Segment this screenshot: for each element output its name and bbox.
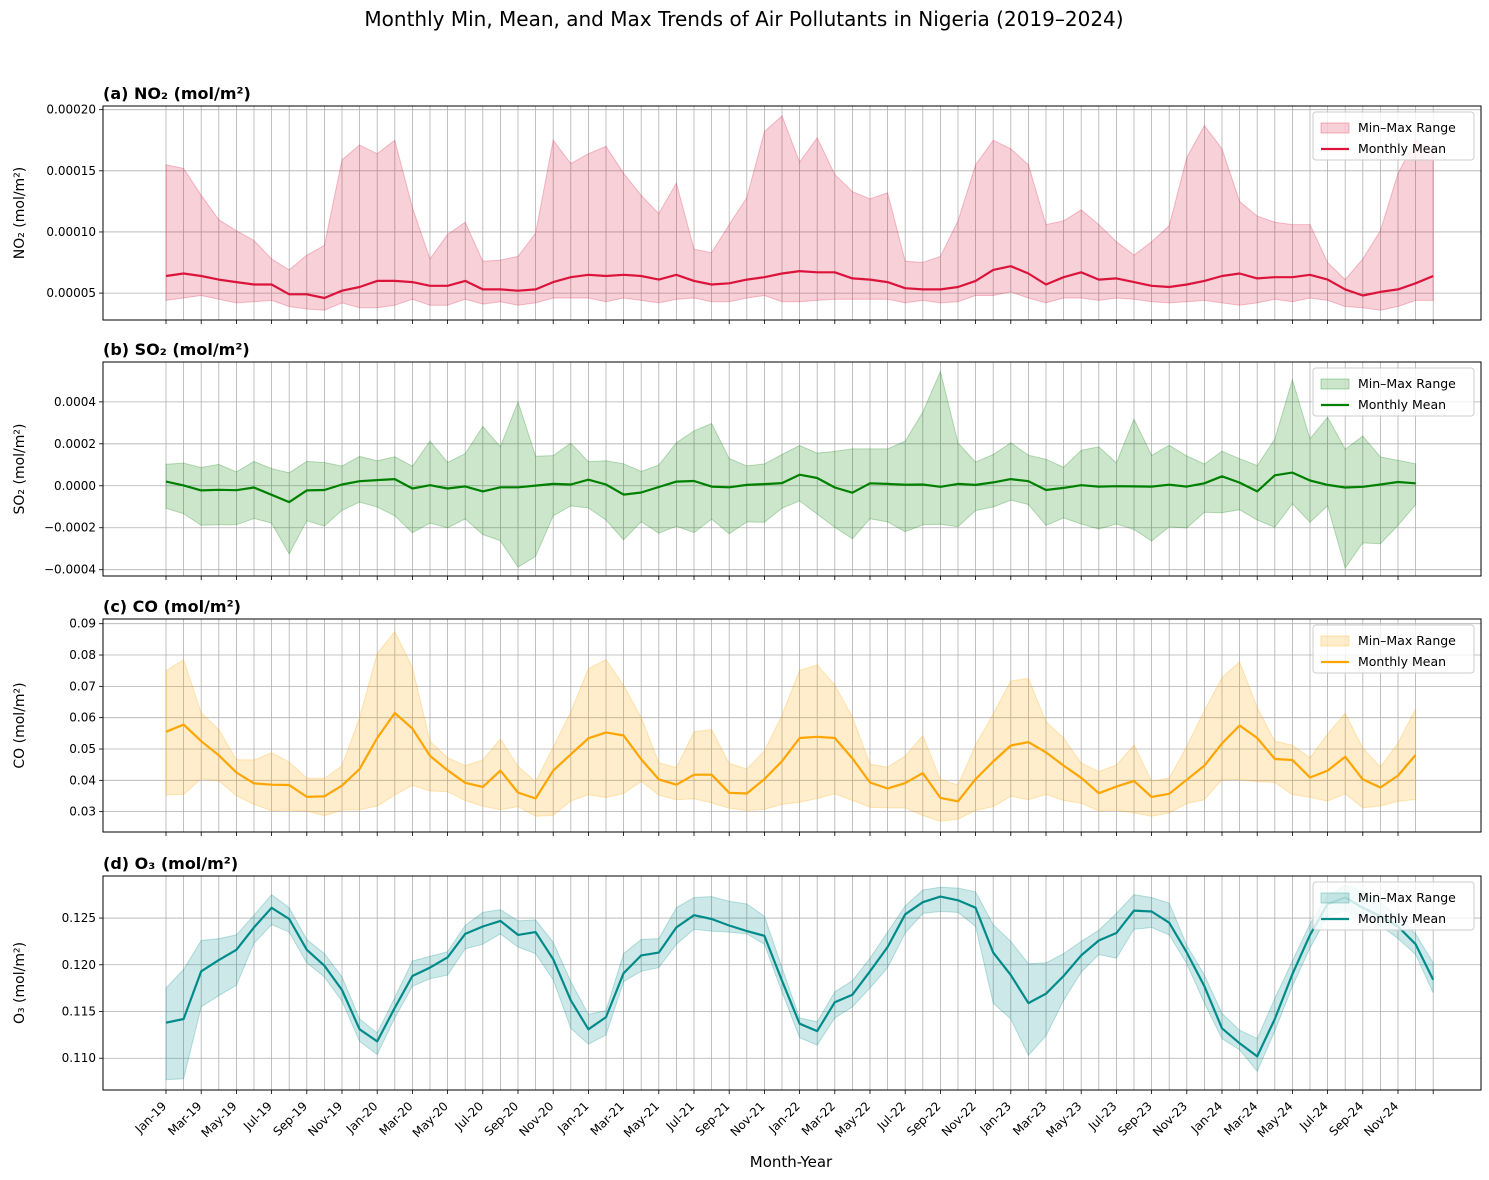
x-tick-label: Nov-19 xyxy=(305,1099,345,1139)
panel-title: (a) NO₂ (mol/m²) xyxy=(103,84,251,103)
y-axis-label: NO₂ (mol/m²) xyxy=(12,167,28,260)
panel-2: −0.0004 −0.0002 0.0000 0.0002 0.0004 (b) SO₂ … xyxy=(12,340,1482,580)
panels: 0.00005 0.00010 0.00015 0.00020 (a) NO₂ (mol… xyxy=(12,84,1482,1140)
legend: Min–Max Range Monthly Mean xyxy=(1312,624,1475,674)
y-tick-label: −0.0004 xyxy=(44,563,96,577)
axes-frame xyxy=(102,361,1482,577)
y-tick-label: 0.04 xyxy=(69,773,96,787)
y-tick-label: 0.00005 xyxy=(46,286,96,300)
legend: Min–Max Range Monthly Mean xyxy=(1312,367,1475,417)
legend-mean-label: Monthly Mean xyxy=(1358,654,1446,669)
min-max-band xyxy=(165,630,1417,822)
x-tick-label: Mar-20 xyxy=(376,1099,415,1138)
legend-range-label: Min–Max Range xyxy=(1358,376,1456,391)
legend: Min–Max Range Monthly Mean xyxy=(1312,111,1475,161)
legend-mean-label: Monthly Mean xyxy=(1358,911,1446,926)
y-tick-label: −0.0002 xyxy=(44,521,96,535)
x-tick-label: Nov-22 xyxy=(939,1099,979,1139)
x-tick-label: Jan-24 xyxy=(1188,1099,1226,1137)
legend-range-label: Min–Max Range xyxy=(1358,633,1456,648)
x-tick-label: Mar-22 xyxy=(799,1099,838,1138)
x-tick-label: May-20 xyxy=(410,1099,451,1140)
panel-title: (d) O₃ (mol/m²) xyxy=(103,854,238,873)
x-tick-label: Sep-23 xyxy=(1115,1099,1155,1139)
y-axis-label: O₃ (mol/m²) xyxy=(12,942,28,1024)
y-tick-label: 0.125 xyxy=(62,911,96,925)
y-tick-label: 0.00020 xyxy=(46,103,96,117)
y-tick-label: 0.120 xyxy=(62,958,96,972)
y-tick-label: 0.00015 xyxy=(46,164,96,178)
min-max-band xyxy=(165,114,1434,311)
legend-range-label: Min–Max Range xyxy=(1358,120,1456,135)
y-axis-label: CO (mol/m²) xyxy=(12,682,28,768)
axes-frame xyxy=(102,618,1482,833)
y-tick-label: 0.09 xyxy=(69,617,96,631)
x-tick-label: Nov-20 xyxy=(516,1099,556,1139)
x-tick-label: May-21 xyxy=(621,1099,662,1140)
panel-title: (b) SO₂ (mol/m²) xyxy=(103,340,250,359)
x-tick-label: Jan-21 xyxy=(554,1099,592,1137)
x-tick-label: Jan-23 xyxy=(977,1099,1015,1137)
legend-box xyxy=(1312,624,1475,674)
x-axis-label: Month-Year xyxy=(750,1153,833,1171)
panel-3: 0.03 0.04 0.05 0.06 0.07 0.08 0.09 (c) CO (mol/… xyxy=(12,597,1482,836)
axes-frame xyxy=(102,105,1482,321)
mean-line xyxy=(165,895,1435,1058)
legend-band-swatch xyxy=(1320,122,1350,134)
x-tick-label: May-19 xyxy=(199,1099,240,1140)
x-tick-label: May-22 xyxy=(832,1099,873,1140)
y-tick-label: 0.08 xyxy=(69,648,96,662)
x-tick-label: Jan-20 xyxy=(343,1099,381,1137)
x-tick-label: Sep-22 xyxy=(904,1099,944,1139)
y-tick-label: 0.07 xyxy=(69,679,96,693)
legend-mean-label: Monthly Mean xyxy=(1358,141,1446,156)
y-tick-label: 0.0002 xyxy=(54,437,96,451)
panel-1: 0.00005 0.00010 0.00015 0.00020 (a) NO₂ (mol… xyxy=(12,84,1482,324)
x-tick-label: Sep-21 xyxy=(693,1099,733,1139)
legend-band-swatch xyxy=(1320,635,1350,647)
x-tick-label: Mar-23 xyxy=(1010,1099,1049,1138)
y-tick-label: 0.110 xyxy=(62,1051,96,1065)
mean-line xyxy=(165,711,1417,803)
x-tick-label: Mar-21 xyxy=(588,1099,627,1138)
y-tick-label: 0.0000 xyxy=(54,479,96,493)
x-tick-label: Jan-22 xyxy=(765,1099,803,1137)
legend: Min–Max Range Monthly Mean xyxy=(1312,881,1475,931)
mean-line xyxy=(165,471,1416,504)
legend-range-label: Min–Max Range xyxy=(1358,890,1456,905)
x-tick-label: Sep-24 xyxy=(1326,1099,1366,1139)
x-tick-label: Sep-19 xyxy=(270,1099,310,1139)
x-tick-label: Nov-23 xyxy=(1150,1099,1190,1139)
x-tick-label: Nov-24 xyxy=(1361,1099,1401,1139)
y-tick-label: 0.115 xyxy=(62,1005,96,1019)
min-max-band xyxy=(165,369,1417,570)
legend-box xyxy=(1312,367,1475,417)
legend-band-swatch xyxy=(1320,378,1350,390)
y-tick-label: 0.06 xyxy=(69,711,96,725)
y-tick-label: 0.05 xyxy=(69,742,96,756)
x-tick-label: Sep-20 xyxy=(482,1099,522,1139)
legend-mean-label: Monthly Mean xyxy=(1358,397,1446,412)
x-tick-label: Jan-19 xyxy=(132,1099,170,1137)
legend-box xyxy=(1312,111,1475,161)
x-tick-label: Mar-19 xyxy=(165,1099,204,1138)
axes-frame xyxy=(102,875,1482,1091)
x-tick-label: Nov-21 xyxy=(728,1099,768,1139)
y-axis-label: SO₂ (mol/m²) xyxy=(12,424,28,515)
x-tick-label: Mar-24 xyxy=(1221,1099,1260,1138)
y-tick-label: 0.00010 xyxy=(46,225,96,239)
panel-title: (c) CO (mol/m²) xyxy=(103,597,241,616)
y-tick-label: 0.03 xyxy=(69,805,96,819)
mean-line xyxy=(165,265,1434,300)
x-tick-label: May-24 xyxy=(1255,1099,1296,1140)
legend-box xyxy=(1312,881,1475,931)
figure-title: Monthly Min, Mean, and Max Trends of Air… xyxy=(364,7,1123,31)
x-tick-label: May-23 xyxy=(1043,1099,1084,1140)
y-tick-label: 0.0004 xyxy=(54,395,96,409)
legend-band-swatch xyxy=(1320,892,1350,904)
